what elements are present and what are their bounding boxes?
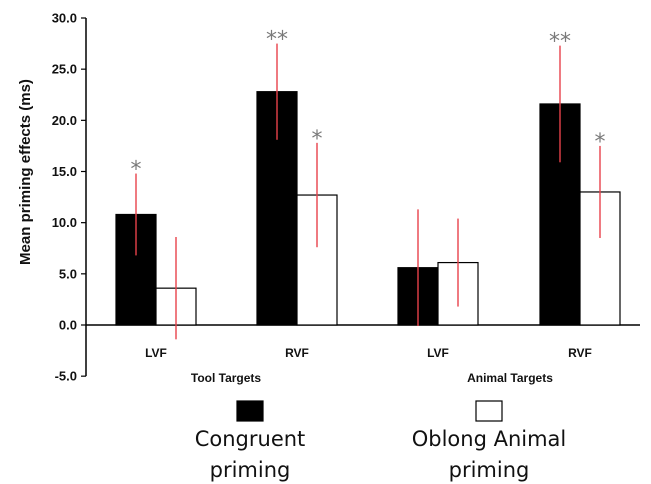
x-labels: LVF RVF LVF RVF Tool Targets Animal Targets	[145, 346, 592, 385]
y-tick-label: 20.0	[52, 113, 77, 128]
y-tick-label: 30.0	[52, 11, 77, 26]
error-bars	[135, 43, 601, 340]
significance-star: *	[312, 127, 323, 152]
y-tick-label: 15.0	[52, 164, 77, 179]
y-ticks: 30.0 25.0 20.0 15.0 10.0 5.0 0.0 -5.0	[52, 11, 86, 384]
x-category-label: LVF	[427, 346, 449, 360]
significance-markers: *** *** *	[131, 28, 606, 183]
y-tick-label: 25.0	[52, 62, 77, 77]
significance-star: *	[595, 130, 606, 155]
legend-swatch-oblong-animal	[475, 400, 503, 422]
x-category-label: RVF	[568, 346, 592, 360]
bars	[115, 91, 621, 326]
bar-oblong-animal	[579, 191, 621, 326]
significance-star: **	[549, 30, 571, 55]
y-tick-label: 10.0	[52, 215, 77, 230]
legend-label: Congruent	[195, 427, 306, 451]
significance-star: *	[131, 158, 142, 183]
y-axis-label: Mean priming effects (ms)	[17, 79, 34, 265]
x-group-label: Tool Targets	[191, 371, 262, 385]
legend-label: priming	[210, 458, 291, 482]
y-tick-label: -5.0	[55, 369, 77, 384]
y-tick-label: 5.0	[59, 266, 77, 281]
legend-swatch-congruent	[236, 400, 264, 422]
legend: Congruent priming Oblong Animal priming	[195, 400, 567, 482]
x-group-label: Animal Targets	[467, 371, 553, 385]
legend-label: Oblong Animal	[412, 427, 567, 451]
significance-star: **	[266, 28, 288, 53]
legend-label: priming	[449, 458, 530, 482]
y-tick-label: 0.0	[59, 318, 77, 333]
x-category-label: LVF	[145, 346, 167, 360]
x-category-label: RVF	[285, 346, 309, 360]
